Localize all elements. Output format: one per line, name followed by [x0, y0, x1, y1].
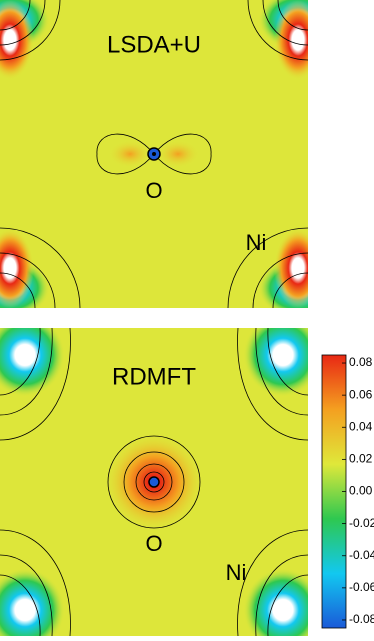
colorbar-tick-label: 0.02 — [349, 452, 373, 466]
ni-lobes — [0, 0, 308, 308]
atom-label: O — [145, 178, 162, 203]
colorbar: 0.08 0.06 0.04 0.02 0.00 -0.02 -0.04 -0.06 -0.08 — [321, 354, 374, 629]
colorbar-tick-label: 0.06 — [349, 387, 373, 401]
ni-lobes — [0, 328, 308, 636]
colorbar-tick-label: -0.08 — [349, 612, 374, 626]
colorbar-tick-label: 0.04 — [349, 419, 373, 433]
panel-lsda — [0, 0, 308, 308]
colorbar-tick-label: -0.04 — [349, 548, 374, 562]
colorbar-tick-label: 0.00 — [349, 484, 373, 498]
panel-title: RDMFT — [112, 363, 196, 390]
colorbar-tick-label: -0.06 — [349, 580, 374, 594]
panel-rdmft — [0, 328, 308, 636]
atom-label: O — [145, 531, 162, 556]
o-site — [104, 432, 204, 532]
panel-title: LSDA+U — [107, 31, 201, 58]
atom-label: Ni — [246, 230, 267, 255]
colorbar-tick-label: -0.02 — [349, 516, 374, 530]
o-site — [96, 133, 212, 175]
atom-label: Ni — [226, 560, 247, 585]
colorbar-tick-label: 0.08 — [349, 355, 373, 369]
